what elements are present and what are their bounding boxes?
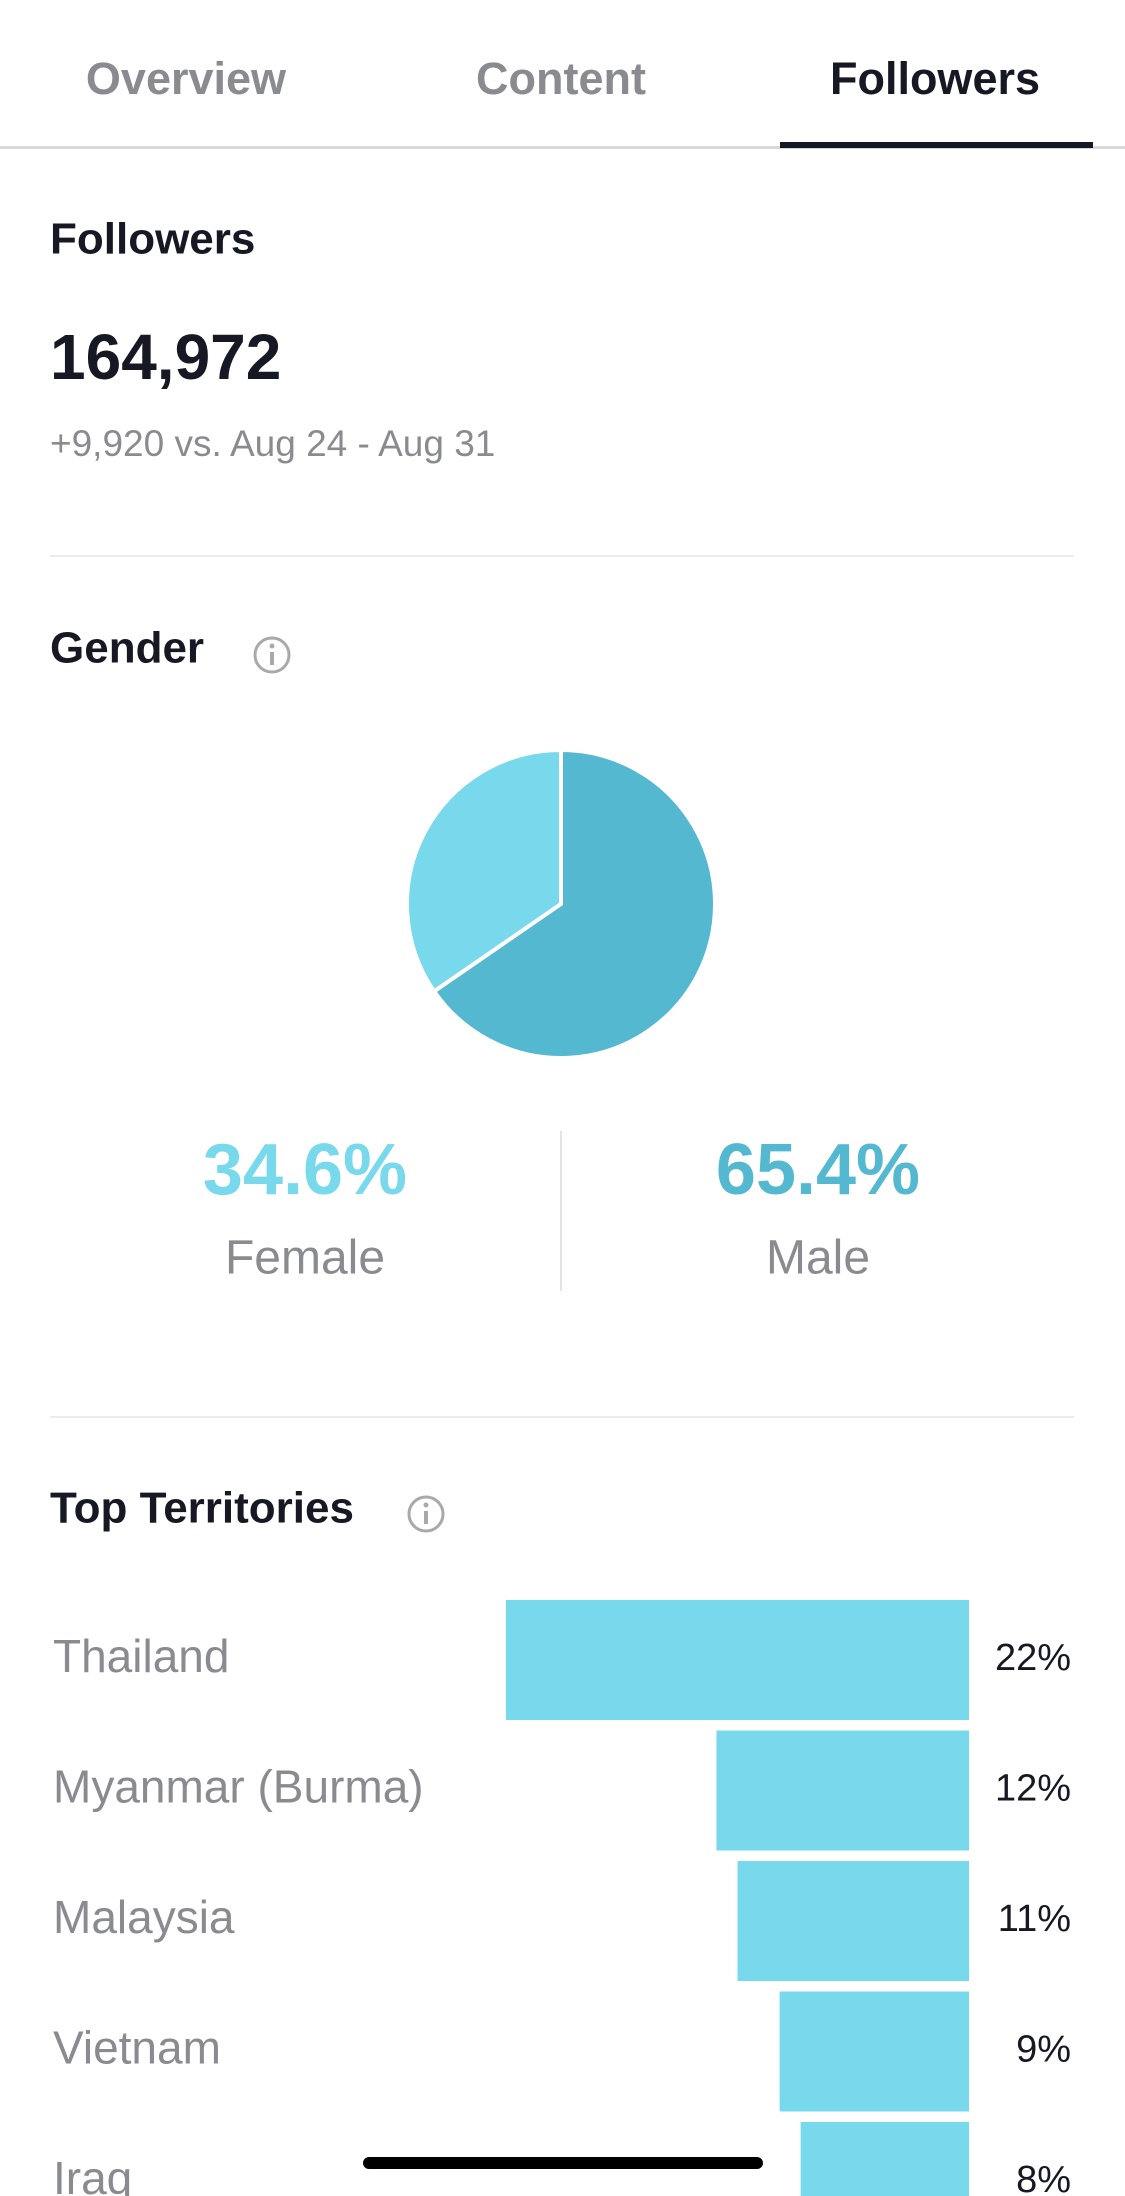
bar [506, 1600, 969, 1720]
bar-category-label: Vietnam [53, 2022, 221, 2074]
tab[interactable]: Overview [86, 53, 287, 104]
section-title: Gender [50, 624, 204, 673]
pie-slice [405, 747, 563, 995]
bar-category-label: Iraq [53, 2152, 132, 2196]
tab-indicator [780, 142, 1093, 148]
bar-value-label: 11% [998, 1898, 1071, 1940]
bar-value-label: 12% [995, 1768, 1071, 1810]
bar [800, 2122, 969, 2196]
bar-category-label: Thailand [53, 1630, 229, 1682]
bar-value-label: 8% [1016, 2159, 1071, 2196]
info-icon[interactable] [407, 1495, 445, 1533]
divider-vertical [560, 1131, 562, 1291]
bar-value-label: 9% [1016, 2029, 1071, 2071]
tab-separator [0, 146, 1125, 149]
info-icon[interactable] [253, 636, 291, 674]
pie-value-label: 34.6% [203, 1130, 407, 1210]
section-title: Followers [50, 215, 255, 264]
tab-active[interactable]: Followers [830, 53, 1040, 104]
bar [716, 1730, 969, 1851]
bar [779, 1991, 969, 2112]
tab[interactable]: Content [476, 53, 646, 104]
home-indicator [363, 2157, 763, 2169]
bar [737, 1861, 969, 1981]
pie-value-label: 65.4% [716, 1130, 920, 1210]
section-title: Top Territories [50, 1484, 354, 1533]
follower-total: 164,972 [50, 321, 281, 393]
divider [50, 1416, 1074, 1418]
divider [50, 555, 1074, 557]
bar-category-label: Malaysia [53, 1891, 235, 1943]
bar-category-label: Myanmar (Burma) [53, 1761, 424, 1813]
pie-slice [431, 747, 717, 1060]
bar-value-label: 22% [995, 1637, 1071, 1679]
pie-category-label: Male [766, 1232, 870, 1285]
pie-category-label: Female [225, 1232, 385, 1285]
follower-change: +9,920 vs. Aug 24 - Aug 31 [50, 423, 495, 464]
